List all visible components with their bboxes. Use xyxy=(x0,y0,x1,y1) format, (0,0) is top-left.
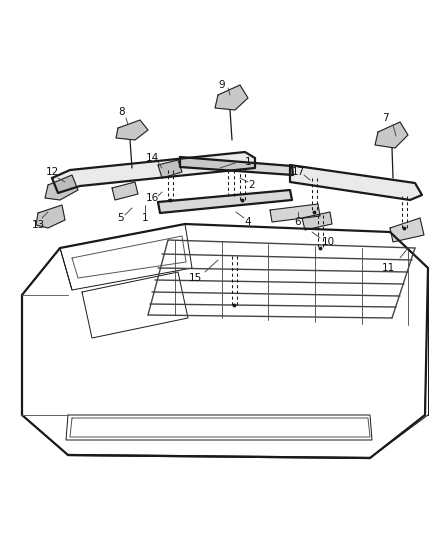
Text: 5: 5 xyxy=(117,213,124,223)
Polygon shape xyxy=(270,204,320,222)
Polygon shape xyxy=(52,152,255,193)
Text: 9: 9 xyxy=(219,80,225,90)
Text: 1: 1 xyxy=(245,157,251,167)
Text: 1: 1 xyxy=(141,213,148,223)
Text: 6: 6 xyxy=(295,217,301,227)
Polygon shape xyxy=(375,122,408,148)
Text: 11: 11 xyxy=(381,263,395,273)
Text: 14: 14 xyxy=(145,153,159,163)
Text: 7: 7 xyxy=(381,113,389,123)
Polygon shape xyxy=(290,165,422,200)
Text: 15: 15 xyxy=(188,273,201,283)
Polygon shape xyxy=(390,218,424,242)
Text: 12: 12 xyxy=(46,167,59,177)
Text: 4: 4 xyxy=(245,217,251,227)
Text: 13: 13 xyxy=(32,220,45,230)
Polygon shape xyxy=(302,212,332,230)
Polygon shape xyxy=(158,160,182,178)
Polygon shape xyxy=(45,175,78,200)
Text: 2: 2 xyxy=(249,180,255,190)
Polygon shape xyxy=(158,190,292,213)
Polygon shape xyxy=(180,157,293,175)
Polygon shape xyxy=(215,85,248,110)
Text: 10: 10 xyxy=(321,237,335,247)
Polygon shape xyxy=(36,205,65,228)
Text: 17: 17 xyxy=(291,167,304,177)
Text: 16: 16 xyxy=(145,193,159,203)
Text: 8: 8 xyxy=(119,107,125,117)
Polygon shape xyxy=(112,182,138,200)
Polygon shape xyxy=(116,120,148,140)
